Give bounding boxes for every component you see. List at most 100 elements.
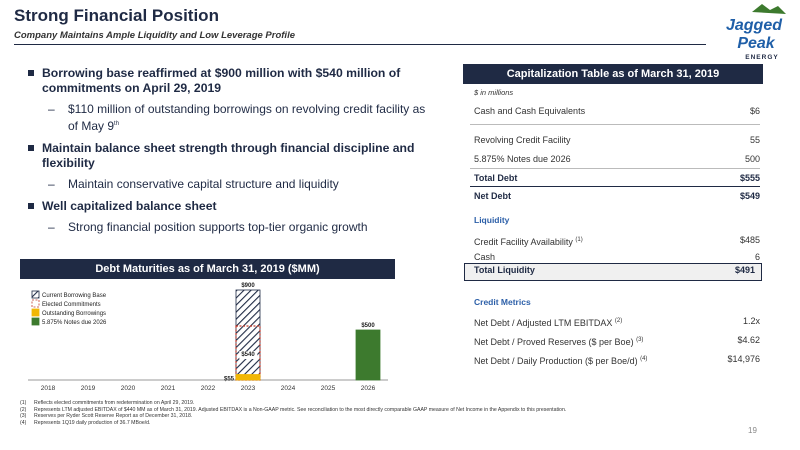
x-tick-label: 2020: [121, 385, 136, 392]
footnote-text: Reflects elected commitments from redete…: [34, 400, 195, 406]
sub-bullet-item: Strong financial position supports top-t…: [48, 220, 428, 235]
metric-row: Net Debt / Daily Production ($ per Boe/d…: [470, 352, 760, 366]
units-note: $ in millions: [474, 88, 514, 97]
legend-swatch: [31, 317, 40, 326]
x-tick-label: 2019: [81, 385, 96, 392]
cap-row-value: $549: [739, 191, 760, 201]
cap-row-label: Total Debt: [474, 173, 518, 183]
cap-row: 5.875% Notes due 2026 500: [470, 152, 760, 166]
footnote: (1) Reflects elected commitments from red…: [20, 400, 720, 407]
chart-header: Debt Maturities as of March 31, 2019 ($M…: [20, 259, 395, 279]
total-liquidity-value: $491: [734, 265, 755, 275]
cap-row-value: $6: [749, 106, 760, 116]
footnote-number: (2): [20, 406, 27, 413]
metric-row-label: Net Debt / Adjusted LTM EBITDAX (2): [474, 318, 623, 328]
bullet-list: Borrowing base reaffirmed at $900 millio…: [28, 66, 428, 242]
sub-bullet-item: $110 million of outstanding borrowings o…: [48, 102, 428, 134]
x-tick-label: 2026: [361, 385, 376, 392]
liquidity-row-value: $485: [739, 235, 760, 245]
superscript: (1): [575, 237, 583, 243]
x-tick-label: 2021: [161, 385, 176, 392]
footnote-number: (4): [20, 419, 27, 426]
cap-row-label: Cash and Cash Equivalents: [474, 106, 586, 116]
legend-label: 5.875% Notes due 2026: [42, 320, 107, 326]
page-title: Strong Financial Position: [14, 6, 219, 25]
title-divider: [14, 44, 706, 45]
bar-current-borrowing-base: [235, 289, 261, 381]
cap-row-value: 55: [749, 135, 760, 145]
logo-line1: Jagged: [726, 17, 783, 34]
footnote: (2) Represents LTM adjusted EBITDAX of $4…: [20, 407, 720, 414]
bar-outstanding-borrowings: [235, 374, 261, 381]
x-tick-label: 2024: [281, 385, 296, 392]
x-tick-label: 2018: [41, 385, 56, 392]
cap-row-label: 5.875% Notes due 2026: [474, 154, 571, 164]
cap-table-header: Capitalization Table as of March 31, 201…: [463, 64, 763, 84]
liquidity-row-label: Cash: [474, 252, 496, 262]
cap-row: Total Debt $555: [470, 171, 760, 185]
footnote-text: Reserves per Ryder Scott Reserve Report …: [34, 413, 193, 419]
logo-line3: ENERGY: [745, 54, 778, 61]
superscript: (3): [636, 337, 644, 343]
table-rule: [470, 168, 760, 169]
legend-label: Current Borrowing Base: [42, 293, 107, 299]
cap-row-label: Revolving Credit Facility: [474, 135, 571, 145]
footnote-number: (3): [20, 413, 27, 419]
superscript: (2): [614, 318, 623, 324]
metric-row-value: $4.62: [737, 335, 760, 345]
footnote-number: (1): [20, 400, 27, 406]
x-tick-label: 2023: [241, 385, 256, 392]
metric-row-value: $14,976: [727, 354, 760, 364]
bar-elected-commitments: [235, 325, 261, 381]
total-liquidity-label: Total Liquidity: [474, 265, 535, 275]
bullet-item: Borrowing base reaffirmed at $900 millio…: [28, 66, 428, 96]
bullet-item: Maintain balance sheet strength through …: [28, 141, 428, 171]
liquidity-row: Cash 6: [470, 250, 760, 264]
superscript: th: [114, 121, 120, 127]
cap-row-value: $555: [739, 173, 760, 183]
logo-line2: Peak: [737, 35, 775, 52]
cap-row-label: Net Debt: [474, 191, 512, 201]
metric-row-label: Net Debt / Proved Reserves ($ per Boe) (…: [474, 337, 644, 347]
metric-row-value: 1.2x: [742, 316, 760, 326]
footnote-text: Represents 1Q19 daily production of 36.7…: [34, 419, 151, 426]
data-label-bg: [239, 351, 258, 359]
superscript: (4): [640, 356, 648, 362]
table-rule: [470, 124, 760, 125]
legend-label: Elected Commitments: [42, 302, 101, 308]
cap-row: Cash and Cash Equivalents $6: [470, 104, 760, 118]
liquidity-row-label: Credit Facility Availability (1): [474, 237, 583, 247]
credit-metrics-heading: Credit Metrics: [474, 297, 531, 307]
x-tick-label: 2025: [321, 385, 336, 392]
liquidity-row-value: 6: [754, 252, 760, 262]
footnote: (3) Reserves per Ryder Scott Reserve Repo…: [20, 413, 720, 420]
data-label: $55: [224, 376, 235, 382]
legend-swatch: [31, 290, 40, 299]
company-logo: Jagged Peak ENERGY: [726, 4, 786, 61]
data-label: $540: [241, 352, 255, 358]
liquidity-heading: Liquidity: [474, 215, 510, 225]
data-label: $900: [241, 283, 255, 289]
footnotes: (1) Reflects elected commitments from red…: [20, 400, 720, 426]
bar-5-875-notes-due-2026: [355, 329, 381, 381]
sub-bullet-item: Maintain conservative capital structure …: [48, 177, 428, 192]
metric-row: Net Debt / Adjusted LTM EBITDAX (2) 1.2x: [470, 314, 760, 328]
bullet-item: Well capitalized balance sheet: [28, 199, 428, 214]
cap-row: Net Debt $549: [470, 189, 760, 203]
data-label: $500: [361, 323, 375, 329]
page-subtitle: Company Maintains Ample Liquidity and Lo…: [14, 30, 295, 41]
debt-maturity-chart: 2018 2019 2020 2021 2022 2023 2024 2025 2026 $900…: [28, 283, 388, 392]
legend-swatch: [31, 308, 40, 317]
footnote-text: Represents LTM adjusted EBITDAX of $440 …: [34, 406, 567, 413]
metric-row-label: Net Debt / Daily Production ($ per Boe/d…: [474, 356, 648, 366]
legend-label: Outstanding Borrowings: [42, 311, 106, 317]
metric-row: Net Debt / Proved Reserves ($ per Boe) (…: [470, 333, 760, 347]
legend-swatch: [31, 299, 40, 308]
page-number: 19: [748, 426, 757, 435]
footnote: (4) Represents 1Q19 daily production of 3…: [20, 420, 720, 427]
liquidity-row: Credit Facility Availability (1) $485: [470, 233, 760, 247]
x-tick-label: 2022: [201, 385, 216, 392]
total-liquidity-row: Total Liquidity $491: [464, 263, 762, 281]
cap-row: Revolving Credit Facility 55: [470, 133, 760, 147]
table-rule: [470, 186, 760, 187]
